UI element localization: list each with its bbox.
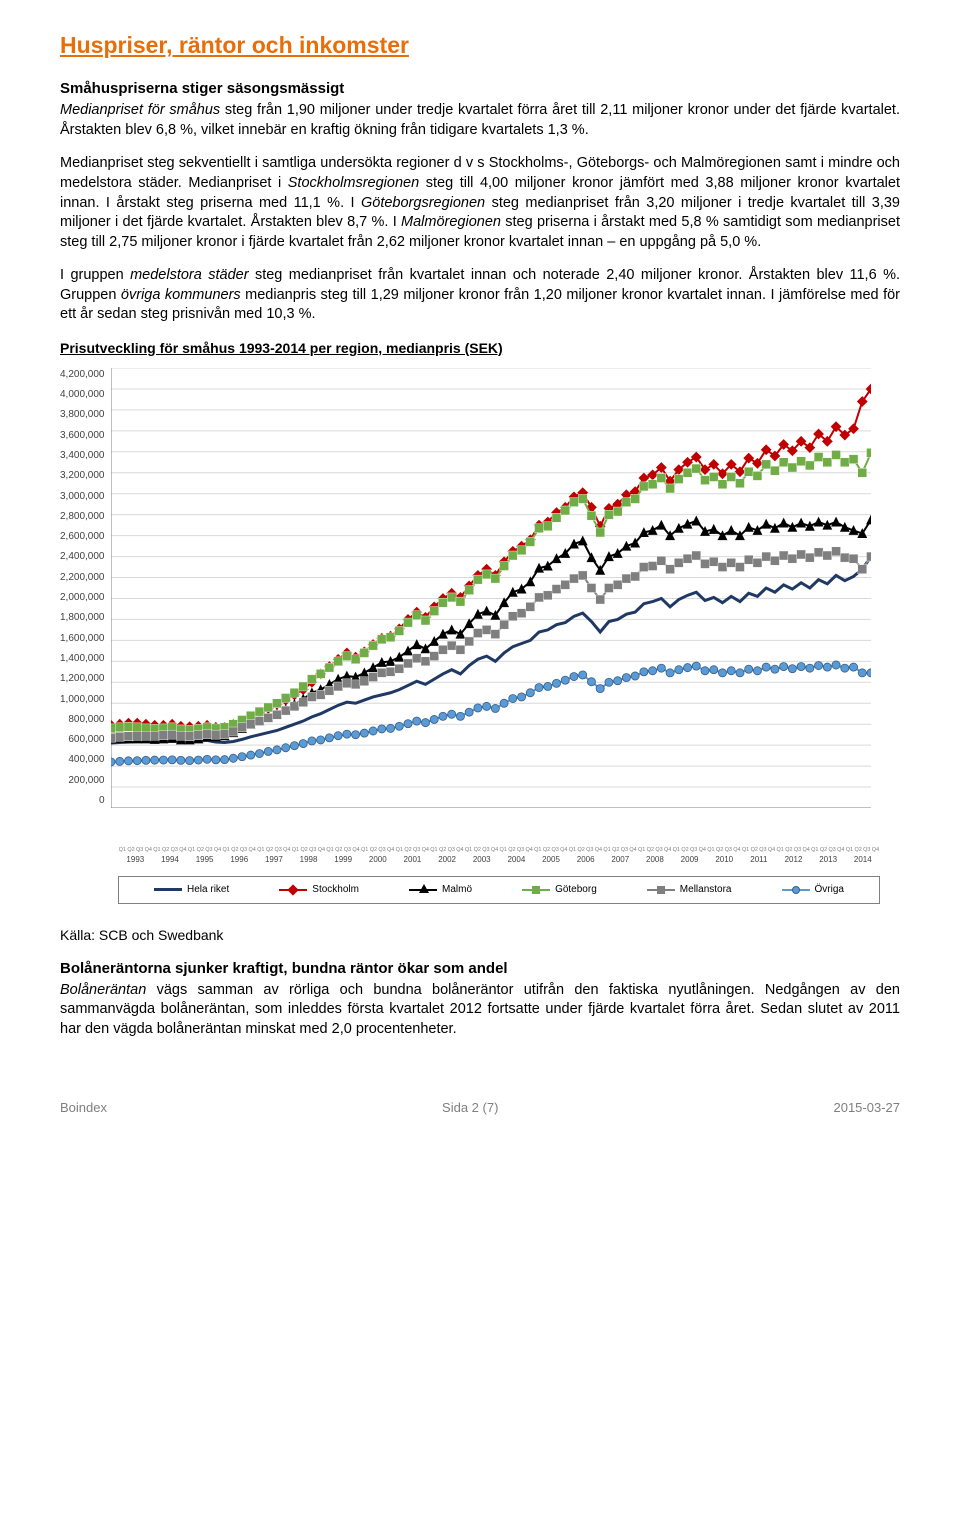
title-link[interactable]: Huspriser, räntor och inkomster <box>60 32 409 58</box>
legend-item: Mellanstora <box>647 883 732 897</box>
chart-svg <box>111 368 871 808</box>
p4-it: Bolåneräntan <box>60 982 146 998</box>
subtitle: Småhuspriserna stiger säsongsmässigt <box>60 79 900 99</box>
chart-legend: Hela riket Stockholm Malmö Göteborg Mellanst… <box>118 876 880 904</box>
price-chart: 4,200,0004,000,0003,800,0003,600,0003,40… <box>60 368 880 904</box>
paragraph-2: Medianpriset steg sekventiellt i samtlig… <box>60 154 900 252</box>
p3-a: I gruppen <box>60 267 130 283</box>
p4-rest: vägs samman av rörliga och bundna bolåne… <box>60 982 900 1037</box>
footer-center: Sida 2 (7) <box>442 1099 498 1117</box>
chart-source: Källa: SCB och Swedbank <box>60 926 900 945</box>
paragraph-3: I gruppen medelstora städer steg medianp… <box>60 266 900 325</box>
section-2-heading: Bolåneräntorna sjunker kraftigt, bundna … <box>60 959 900 979</box>
p2-it1: Stockholmsregionen <box>288 175 419 191</box>
chart-title: Prisutveckling för småhus 1993-2014 per … <box>60 339 900 358</box>
legend-item: Göteborg <box>522 883 597 897</box>
paragraph-4: Bolåneräntan vägs samman av rörliga och … <box>60 981 900 1040</box>
paragraph-1: Medianpriset för småhus steg från 1,90 m… <box>60 101 900 140</box>
p3-it1: medelstora städer <box>130 267 248 283</box>
page-title: Huspriser, räntor och inkomster <box>60 30 900 61</box>
footer-left: Boindex <box>60 1099 107 1117</box>
legend-item: Malmö <box>409 883 472 897</box>
p2-it2: Göteborgsregionen <box>361 195 485 211</box>
p1-lead: Medianpriset för småhus <box>60 102 220 118</box>
x-axis-years: 1993199419951996199719981999200020012002… <box>118 855 880 866</box>
page-footer: Boindex Sida 2 (7) 2015-03-27 <box>60 1099 900 1117</box>
plot-area <box>111 368 881 848</box>
p3-it2: övriga kommuners <box>121 287 241 303</box>
legend-item: Hela riket <box>154 883 229 897</box>
footer-right: 2015-03-27 <box>833 1099 900 1117</box>
p2-it3: Malmöregionen <box>401 214 501 230</box>
legend-item: Stockholm <box>279 883 359 897</box>
x-axis-quarters: Q1Q2Q3Q4Q1Q2Q3Q4Q1Q2Q3Q4Q1Q2Q3Q4Q1Q2Q3Q4… <box>118 848 880 854</box>
legend-item: Övriga <box>782 883 844 897</box>
y-axis: 4,200,0004,000,0003,800,0003,600,0003,40… <box>60 368 111 808</box>
